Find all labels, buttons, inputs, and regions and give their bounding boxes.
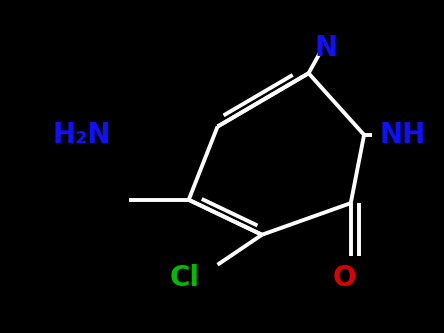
Text: N: N xyxy=(315,34,338,62)
Text: O: O xyxy=(333,264,356,292)
Text: H₂N: H₂N xyxy=(53,121,111,149)
Text: NH: NH xyxy=(380,121,426,149)
Text: Cl: Cl xyxy=(169,264,199,292)
